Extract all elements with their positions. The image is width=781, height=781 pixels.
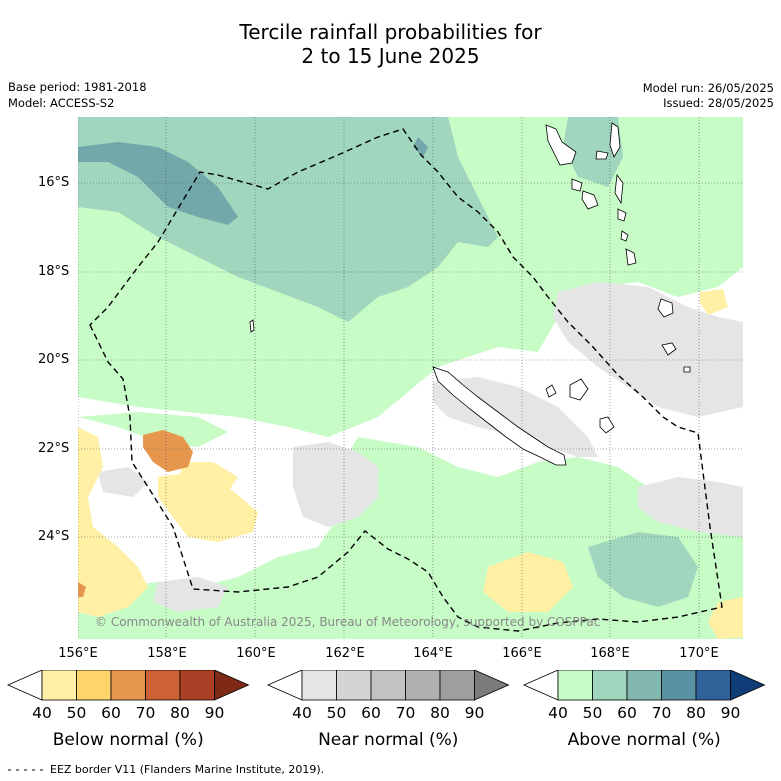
model-text: Model: ACCESS-S2 [8,96,115,110]
colorbar-tick-label: 40 [32,704,52,722]
colorbar-tick-label: 90 [720,704,741,722]
colorbar-tick-label: 40 [292,704,312,722]
lat-tick-16s: 16°S [38,175,70,190]
colorbar-tick-label: 50 [582,704,603,722]
eez-legend-text: EEZ border V11 (Flanders Marine Institut… [50,763,325,776]
colorbar-tick-label: 70 [651,704,672,722]
colorbar-1 [267,670,510,701]
model-run-text: Model run: 26/05/2025 [642,81,774,95]
colorbar-tick-label: 60 [101,704,121,722]
colorbar-min-extend [7,670,43,701]
colorbar-max-extend [214,670,250,701]
loyalty-islands [569,378,589,401]
map-title-line1: Tercile rainfall probabilities for [239,20,542,44]
colorbar-cell [557,670,593,701]
colorbar-tick-label: 90 [464,704,485,722]
colorbar-tick-label: 80 [686,704,706,722]
colorbar-tick-label: 40 [548,704,568,722]
colorbar-tick-label: 50 [66,704,87,722]
lat-tick-22s: 22°S [38,441,70,456]
lat-tick-18s: 18°S [38,264,70,279]
colorbar-cell [439,670,475,701]
colorbar-cell [110,670,146,701]
eez-border [89,128,723,632]
colorbar-tick-label: 50 [326,704,347,722]
lon-tick-164e: 164°E [413,646,453,661]
colorbar-legends [7,670,766,701]
lon-tick-156e: 156°E [58,646,98,661]
colorbar-title: Above normal (%) [567,730,721,750]
lon-tick-168e: 168°E [590,646,630,661]
lat-tick-24s: 24°S [38,529,70,544]
colorbar-title: Below normal (%) [52,730,204,750]
above-normal-70-layer [78,137,428,225]
issued-text: Issued: 28/05/2025 [663,96,774,110]
colorbar-cell [301,670,337,701]
rainfall-probability-map: © Commonwealth of Australia 2025, Bureau… [78,117,743,639]
vanuatu-island-espiritu [545,124,577,166]
eez-legend-line [8,769,46,771]
lon-tick-162e: 162°E [325,646,365,661]
lat-tick-20s: 20°S [38,352,70,367]
colorbar-min-extend [523,670,559,701]
colorbar-cell [661,670,697,701]
colorbar-cell [695,670,731,701]
colorbar-cell [41,670,77,701]
colorbar-cell [370,670,406,701]
colorbar-tick-label: 70 [395,704,416,722]
colorbar-tick-label: 60 [617,704,637,722]
colorbar-0 [7,670,250,701]
colorbar-cell [405,670,441,701]
colorbar-tick-label: 90 [204,704,225,722]
colorbar-max-extend [730,670,766,701]
lon-tick-158e: 158°E [147,646,187,661]
colorbar-cell [76,670,112,701]
colorbar-tick-label: 60 [361,704,381,722]
map-title-line2: 2 to 15 June 2025 [301,44,480,68]
base-period-text: Base period: 1981-2018 [8,80,147,94]
colorbar-cell [626,670,662,701]
land-outlines [249,122,691,466]
lon-tick-160e: 160°E [236,646,276,661]
colorbar-cell [179,670,215,701]
colorbar-min-extend [267,670,303,701]
lon-tick-166e: 166°E [502,646,542,661]
map-gridlines [78,117,743,639]
colorbar-max-extend [474,670,510,701]
colorbar-cell [336,670,372,701]
colorbar-title: Near normal (%) [318,730,459,750]
colorbar-2 [523,670,766,701]
colorbar-tick-label: 80 [170,704,190,722]
copyright-text: © Commonwealth of Australia 2025, Bureau… [95,615,600,629]
colorbar-tick-label: 70 [135,704,156,722]
new-caledonia-island [432,366,567,466]
colorbar-cell [592,670,628,701]
below-normal-70-layer [78,430,193,597]
colorbar-cell [145,670,181,701]
colorbar-tick-label: 80 [430,704,450,722]
lon-tick-170e: 170°E [679,646,719,661]
